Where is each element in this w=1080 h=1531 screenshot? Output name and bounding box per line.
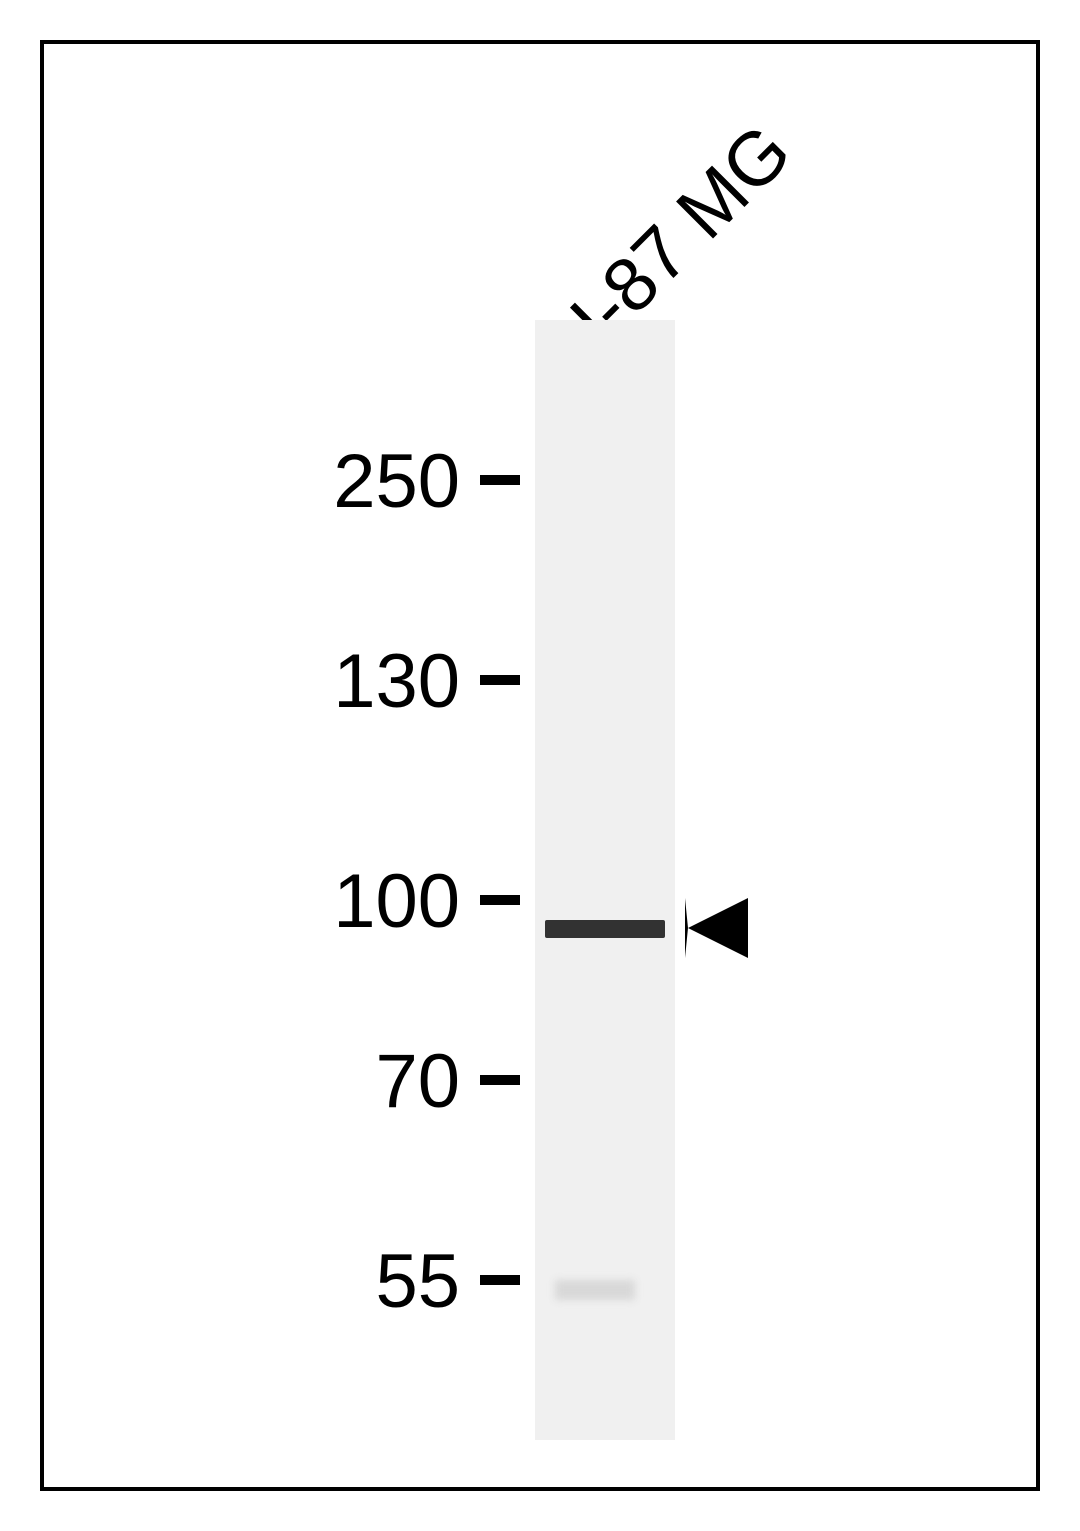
primary-band (545, 920, 665, 938)
marker-label-55: 55 (0, 1238, 460, 1325)
lane-strip (535, 320, 675, 1440)
marker-tick-70 (480, 1075, 520, 1085)
marker-tick-130 (480, 675, 520, 685)
marker-tick-250 (480, 475, 520, 485)
marker-tick-100 (480, 895, 520, 905)
marker-tick-55 (480, 1275, 520, 1285)
marker-label-100: 100 (0, 858, 460, 945)
marker-label-250: 250 (0, 438, 460, 525)
marker-label-130: 130 (0, 638, 460, 725)
band-arrow-icon (685, 898, 748, 958)
marker-label-70: 70 (0, 1038, 460, 1125)
faint-band-55 (555, 1280, 635, 1300)
